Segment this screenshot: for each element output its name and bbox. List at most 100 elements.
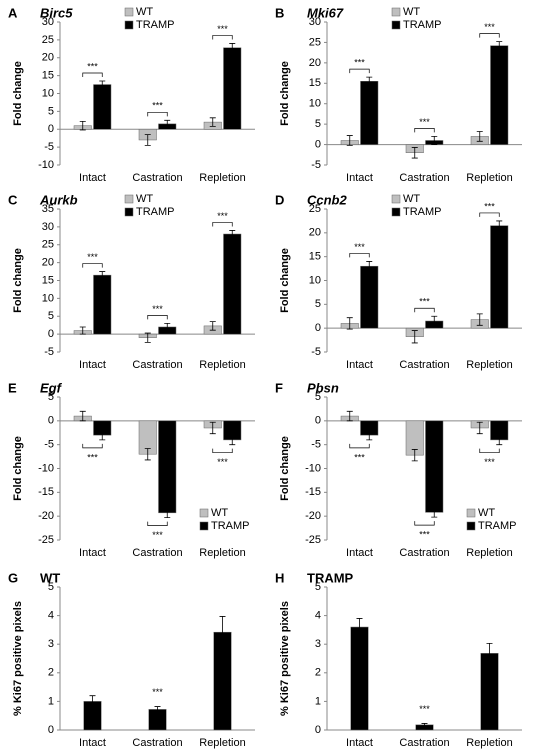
y-tick-label: 10 <box>42 87 54 99</box>
bar <box>223 47 242 130</box>
y-tick-label: 25 <box>309 203 321 215</box>
x-tick-label: Intact <box>346 737 373 749</box>
error-bar <box>411 147 418 159</box>
legend-label: WT <box>403 6 420 18</box>
panel-letter: C <box>8 192 18 207</box>
error-bar <box>356 618 363 637</box>
significance-bracket <box>147 111 168 117</box>
legend-label: WT <box>478 507 495 519</box>
panel-title: Aurkb <box>39 192 78 207</box>
y-tick-label: -10 <box>38 462 54 474</box>
significance-bracket <box>212 448 233 454</box>
significance-label: *** <box>87 61 98 71</box>
y-tick-label: 25 <box>309 36 321 48</box>
y-tick-label: -5 <box>311 439 321 451</box>
significance-bracket <box>147 521 168 526</box>
error-bar <box>99 80 106 89</box>
significance-label: *** <box>152 304 163 314</box>
panel-title: Egf <box>40 380 63 395</box>
significance-bracket <box>349 443 370 449</box>
y-tick-label: 0 <box>48 123 54 135</box>
y-tick-label: 0 <box>315 415 321 427</box>
y-tick-label: 10 <box>42 292 54 304</box>
y-tick-label: -10 <box>305 462 321 474</box>
y-tick-label: 20 <box>42 52 54 64</box>
y-axis-label: Fold change <box>12 436 24 501</box>
bar <box>93 84 112 130</box>
y-tick-label: 4 <box>48 610 54 622</box>
panel-letter: E <box>8 380 17 395</box>
error-bar <box>431 136 438 145</box>
panel-letter: H <box>275 570 284 585</box>
legend-swatch <box>466 508 476 518</box>
error-bar <box>496 41 503 51</box>
error-bar <box>431 507 438 518</box>
legend-swatch <box>391 7 401 17</box>
bar <box>360 80 379 145</box>
significance-label: *** <box>419 704 430 714</box>
y-tick-label: -5 <box>44 346 54 358</box>
error-bar <box>229 230 236 238</box>
y-axis-label: % Ki67 positive pixels <box>279 601 291 716</box>
y-tick-label: 2 <box>48 667 54 679</box>
y-tick-label: 1 <box>48 695 54 707</box>
y-tick-label: 20 <box>42 257 54 269</box>
x-tick-label: Intact <box>79 547 106 559</box>
error-bar <box>164 323 171 331</box>
legend-label: TRAMP <box>136 19 175 31</box>
error-bar <box>476 421 483 435</box>
error-bar <box>154 706 161 713</box>
significance-bracket <box>414 307 435 313</box>
y-tick-label: -20 <box>305 510 321 522</box>
y-tick-label: 0 <box>48 415 54 427</box>
error-bar <box>219 616 226 649</box>
x-tick-label: Repletion <box>199 172 245 184</box>
x-tick-label: Intact <box>346 547 373 559</box>
legend-label: TRAMP <box>478 520 517 532</box>
y-tick-label: 10 <box>309 98 321 110</box>
error-bar <box>164 119 171 128</box>
y-tick-label: 20 <box>309 57 321 69</box>
x-tick-label: Repletion <box>466 359 512 371</box>
x-tick-label: Castration <box>132 172 182 184</box>
y-tick-label: 2 <box>315 667 321 679</box>
significance-label: *** <box>484 22 495 32</box>
x-tick-label: Castration <box>132 359 182 371</box>
significance-bracket <box>82 443 103 449</box>
legend-swatch <box>124 20 134 30</box>
panel-letter: A <box>8 5 18 20</box>
error-bar <box>496 220 503 231</box>
significance-bracket <box>147 315 168 320</box>
legend-label: WT <box>136 193 153 205</box>
significance-label: *** <box>217 211 228 221</box>
significance-label: *** <box>152 687 163 697</box>
bar <box>490 45 509 145</box>
legend-swatch <box>466 521 476 531</box>
y-tick-label: -5 <box>311 159 321 171</box>
bar <box>360 265 379 329</box>
error-bar <box>486 642 493 664</box>
error-bar <box>366 261 373 272</box>
x-tick-label: Intact <box>346 172 373 184</box>
significance-label: *** <box>484 201 495 211</box>
significance-bracket <box>479 448 500 454</box>
error-bar <box>209 321 216 331</box>
y-tick-label: 30 <box>42 16 54 28</box>
significance-bracket <box>349 253 370 258</box>
y-tick-label: 5 <box>48 310 54 322</box>
x-tick-label: Intact <box>346 359 373 371</box>
error-bar <box>79 326 86 335</box>
error-bar <box>144 448 151 461</box>
error-bar <box>79 410 86 422</box>
panel-letter: F <box>275 380 283 395</box>
y-axis-label: Fold change <box>12 248 24 313</box>
significance-bracket <box>212 222 233 227</box>
error-bar <box>89 695 96 708</box>
y-axis-label: Fold change <box>279 436 291 501</box>
y-tick-label: 30 <box>309 16 321 28</box>
legend-swatch <box>124 207 134 217</box>
panel-title: Birc5 <box>40 5 73 20</box>
error-bar <box>346 135 353 146</box>
significance-label: *** <box>419 529 430 539</box>
